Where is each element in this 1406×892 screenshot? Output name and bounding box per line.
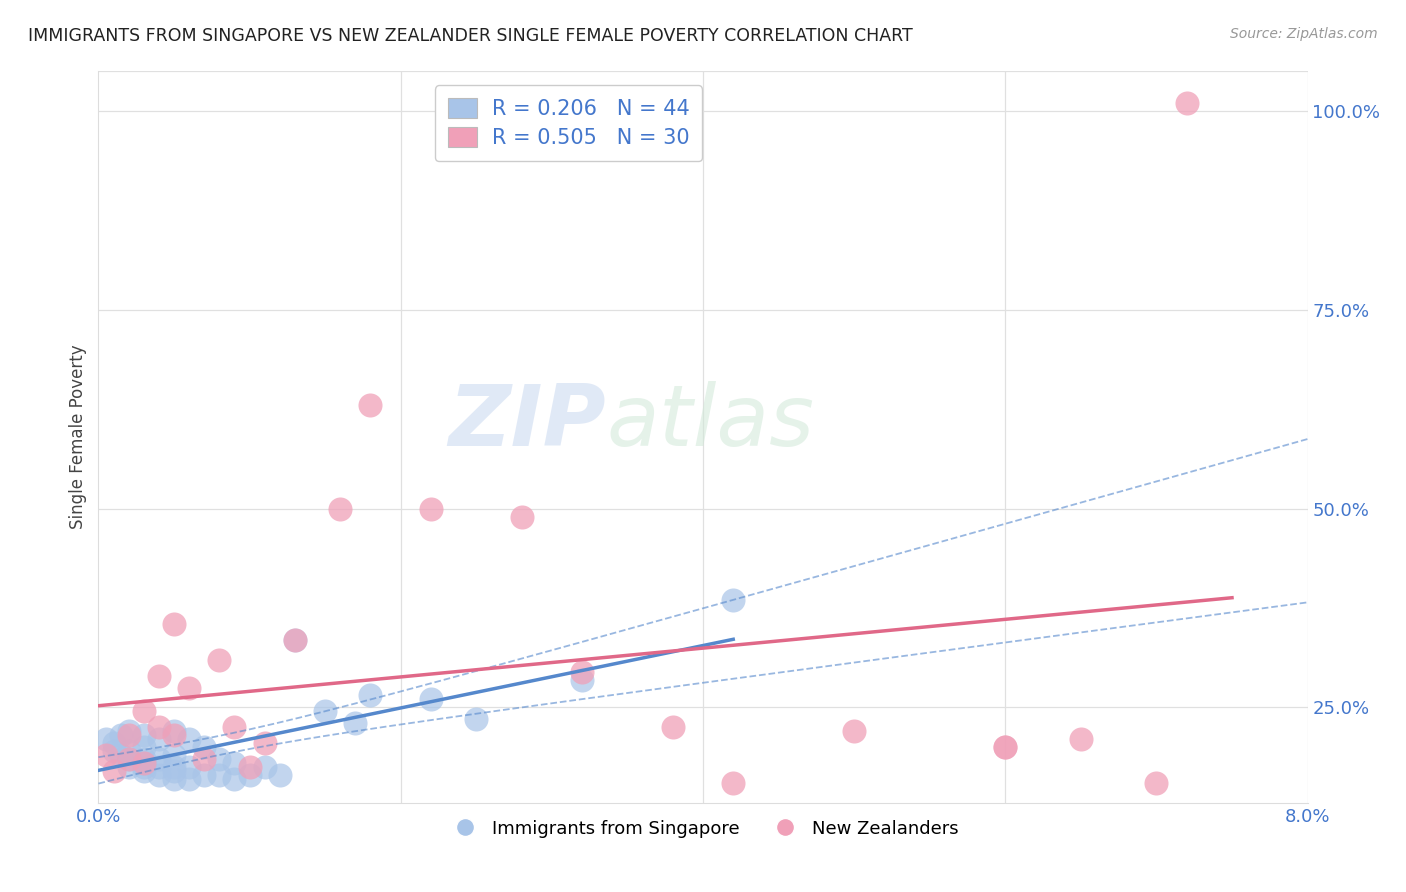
- Point: [148, 768, 170, 782]
- Point: [510, 509, 533, 524]
- Point: [723, 593, 745, 607]
- Point: [118, 728, 141, 742]
- Text: IMMIGRANTS FROM SINGAPORE VS NEW ZEALANDER SINGLE FEMALE POVERTY CORRELATION CHA: IMMIGRANTS FROM SINGAPORE VS NEW ZEALAND…: [28, 27, 912, 45]
- Point: [571, 665, 593, 679]
- Point: [163, 728, 186, 742]
- Point: [118, 752, 141, 766]
- Point: [110, 748, 132, 763]
- Point: [571, 673, 593, 687]
- Point: [132, 752, 155, 766]
- Point: [224, 720, 246, 734]
- Point: [314, 705, 336, 719]
- Point: [239, 760, 262, 774]
- Point: [148, 668, 170, 682]
- Text: ZIP: ZIP: [449, 381, 606, 464]
- Point: [118, 752, 141, 766]
- Point: [94, 748, 117, 763]
- Point: [163, 760, 186, 774]
- Point: [163, 772, 186, 786]
- Point: [110, 728, 132, 742]
- Point: [1146, 776, 1168, 790]
- Point: [844, 724, 866, 739]
- Point: [179, 732, 201, 747]
- Point: [179, 760, 201, 774]
- Point: [148, 720, 170, 734]
- Point: [118, 744, 141, 758]
- Point: [132, 728, 155, 742]
- Point: [1070, 732, 1092, 747]
- Point: [163, 724, 186, 739]
- Point: [344, 716, 367, 731]
- Point: [239, 768, 262, 782]
- Point: [132, 740, 155, 755]
- Point: [329, 501, 352, 516]
- Point: [193, 752, 215, 766]
- Point: [163, 748, 186, 763]
- Y-axis label: Single Female Poverty: Single Female Poverty: [69, 345, 87, 529]
- Point: [420, 692, 443, 706]
- Point: [103, 736, 125, 750]
- Point: [284, 632, 307, 647]
- Point: [163, 616, 186, 631]
- Legend: Immigrants from Singapore, New Zealanders: Immigrants from Singapore, New Zealander…: [440, 813, 966, 845]
- Point: [253, 760, 276, 774]
- Point: [1175, 96, 1198, 111]
- Point: [148, 732, 170, 747]
- Point: [208, 653, 231, 667]
- Point: [132, 764, 155, 778]
- Point: [103, 764, 125, 778]
- Point: [723, 776, 745, 790]
- Point: [148, 752, 170, 766]
- Point: [360, 398, 382, 412]
- Point: [132, 705, 155, 719]
- Point: [661, 720, 683, 734]
- Point: [94, 732, 117, 747]
- Point: [465, 712, 488, 726]
- Point: [132, 760, 155, 774]
- Point: [103, 744, 125, 758]
- Point: [163, 764, 186, 778]
- Point: [208, 752, 231, 766]
- Point: [284, 632, 307, 647]
- Point: [118, 760, 141, 774]
- Point: [193, 740, 215, 755]
- Point: [994, 740, 1017, 755]
- Point: [360, 689, 382, 703]
- Point: [208, 768, 231, 782]
- Point: [420, 501, 443, 516]
- Point: [253, 736, 276, 750]
- Point: [118, 724, 141, 739]
- Point: [132, 756, 155, 770]
- Point: [132, 756, 155, 770]
- Point: [224, 756, 246, 770]
- Point: [179, 772, 201, 786]
- Point: [179, 681, 201, 695]
- Text: Source: ZipAtlas.com: Source: ZipAtlas.com: [1230, 27, 1378, 41]
- Point: [994, 740, 1017, 755]
- Point: [224, 772, 246, 786]
- Point: [148, 760, 170, 774]
- Text: atlas: atlas: [606, 381, 814, 464]
- Point: [269, 768, 291, 782]
- Point: [193, 768, 215, 782]
